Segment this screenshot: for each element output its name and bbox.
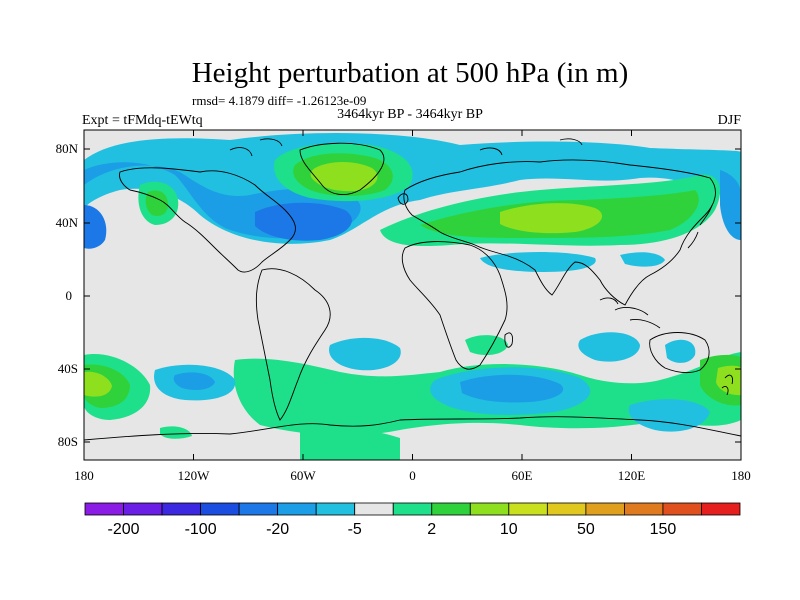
coast-new-zealand	[721, 374, 733, 396]
colorbar-swatch	[84, 502, 124, 516]
colorbar-swatch	[431, 502, 471, 516]
colorbar: -200 -100 -20 -5 2 10 50 150	[84, 502, 741, 538]
experiment-label: Expt = tFMdq-tEWtq	[82, 113, 203, 128]
contour-na-green-core	[145, 190, 168, 216]
contour-sh-blue-east	[628, 399, 710, 432]
colorbar-label: 150	[650, 521, 677, 538]
lat-tick-40n: 40N	[56, 215, 79, 230]
coast-north-america	[119, 167, 296, 273]
contour-pacific-blue-core	[84, 205, 107, 249]
lat-axis: 80N 40N 0 40S 80S	[56, 141, 741, 449]
lon-tick-0: 0	[409, 468, 416, 483]
coast-greenland	[299, 142, 385, 196]
colorbar-swatch	[585, 502, 625, 516]
colorbar-label: 10	[500, 521, 518, 538]
colorbar-swatch	[354, 502, 394, 516]
coast-uk	[397, 193, 409, 205]
contour-antarctic-green	[300, 427, 400, 460]
coast-madagascar	[504, 332, 513, 348]
colorbar-swatch	[315, 502, 356, 516]
period-label: 3464kyr BP - 3464kyr BP	[337, 107, 483, 122]
contour-sh-blue-aus	[665, 339, 696, 363]
colorbar-swatch	[238, 502, 279, 516]
colorbar-swatch	[123, 502, 163, 516]
season-label: DJF	[718, 113, 742, 128]
coast-africa	[401, 241, 508, 370]
colorbar-swatch	[508, 502, 548, 516]
contour-tropical-blue-pacific	[620, 252, 665, 267]
colorbar-swatch	[277, 502, 317, 516]
lat-tick-80n: 80N	[56, 141, 79, 156]
figure-title: Height perturbation at 500 hPa (in m)	[192, 57, 629, 89]
lat-tick-80s: 80S	[58, 434, 78, 449]
coast-australia	[649, 332, 710, 374]
lon-tick-60e: 60E	[512, 468, 533, 483]
lon-tick-60w: 60W	[290, 468, 316, 483]
contour-antarctic-green-small	[160, 426, 192, 439]
colorbar-label: 2	[427, 521, 436, 538]
contour-tropical-blue-africa	[480, 252, 596, 272]
coast-eurasia	[403, 159, 716, 306]
contour-sh-blue-atlantic-core	[460, 374, 564, 403]
coast-arctic-islands	[229, 138, 583, 157]
contour-field	[84, 130, 741, 460]
colorbar-swatch	[161, 502, 201, 516]
coast-indonesia	[599, 297, 661, 329]
stats-label: rmsd= 4.1879 diff= -1.26123e-09	[192, 93, 366, 108]
coast-south-america	[255, 268, 331, 421]
colorbar-label: -20	[266, 521, 289, 538]
colorbar-swatch	[200, 502, 240, 516]
coast-antarctica	[84, 416, 741, 441]
colorbar-swatch	[392, 502, 433, 516]
colorbar-swatch	[469, 502, 510, 516]
colorbar-swatch	[624, 502, 664, 516]
colorbar-label: 50	[577, 521, 595, 538]
contour-sh-blue-southpac-core	[173, 372, 215, 390]
lat-tick-0: 0	[66, 288, 73, 303]
contour-sh-green-west-core	[84, 371, 112, 397]
coastlines	[84, 138, 741, 441]
contour-atlantic-blue-core	[255, 202, 352, 241]
colorbar-label: -100	[185, 521, 217, 538]
lon-tick-120e: 120E	[618, 468, 646, 483]
colorbar-swatch	[701, 502, 741, 516]
contour-greenland-green-core	[310, 162, 378, 192]
coast-japan	[687, 204, 713, 249]
contour-eurasia-green-core	[500, 203, 603, 234]
lon-axis: 180 120W 60W 0 60E 120E 180	[74, 130, 751, 483]
lat-tick-40s: 40S	[58, 361, 78, 376]
lon-tick-120w: 120W	[178, 468, 211, 483]
colorbar-label: -5	[348, 521, 362, 538]
contour-sh-blue-indian-east	[578, 332, 640, 362]
lon-tick-180w: 180	[74, 468, 94, 483]
contour-tropical-green-indian	[465, 335, 508, 356]
colorbar-swatch	[662, 502, 702, 516]
lon-tick-180e: 180	[731, 468, 751, 483]
colorbar-swatch	[546, 502, 587, 516]
colorbar-label: -200	[108, 521, 140, 538]
contour-sh-blue-southatl	[329, 337, 401, 371]
